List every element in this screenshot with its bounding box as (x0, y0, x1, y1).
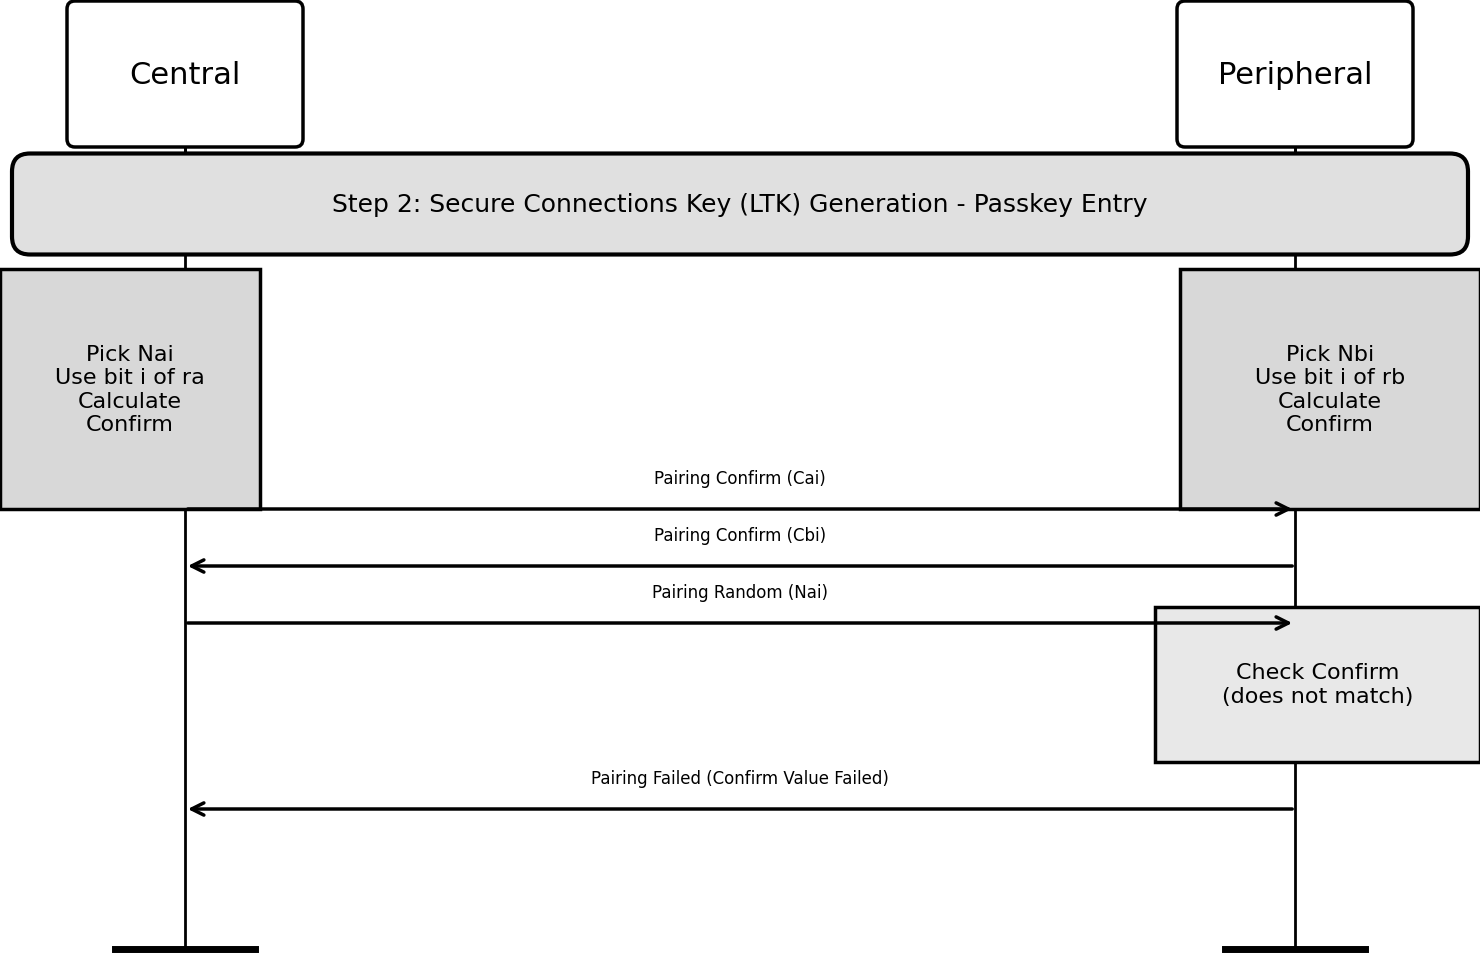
Text: Pick Nai
Use bit i of ra
Calculate
Confirm: Pick Nai Use bit i of ra Calculate Confi… (55, 345, 204, 435)
FancyBboxPatch shape (0, 270, 260, 509)
Text: Peripheral: Peripheral (1218, 61, 1372, 90)
FancyBboxPatch shape (1154, 607, 1480, 762)
Text: Check Confirm
(does not match): Check Confirm (does not match) (1222, 662, 1413, 705)
FancyBboxPatch shape (1180, 270, 1480, 509)
FancyBboxPatch shape (67, 2, 303, 148)
FancyBboxPatch shape (1177, 2, 1413, 148)
Text: Step 2: Secure Connections Key (LTK) Generation - Passkey Entry: Step 2: Secure Connections Key (LTK) Gen… (332, 192, 1148, 217)
Text: Pairing Failed (Confirm Value Failed): Pairing Failed (Confirm Value Failed) (591, 769, 889, 787)
Text: Central: Central (129, 61, 241, 90)
Text: Pairing Random (Nai): Pairing Random (Nai) (653, 583, 827, 602)
Text: Pairing Confirm (Cai): Pairing Confirm (Cai) (654, 470, 826, 488)
Text: Pairing Confirm (Cbi): Pairing Confirm (Cbi) (654, 527, 826, 544)
Text: Pick Nbi
Use bit i of rb
Calculate
Confirm: Pick Nbi Use bit i of rb Calculate Confi… (1255, 345, 1405, 435)
FancyBboxPatch shape (12, 154, 1468, 255)
